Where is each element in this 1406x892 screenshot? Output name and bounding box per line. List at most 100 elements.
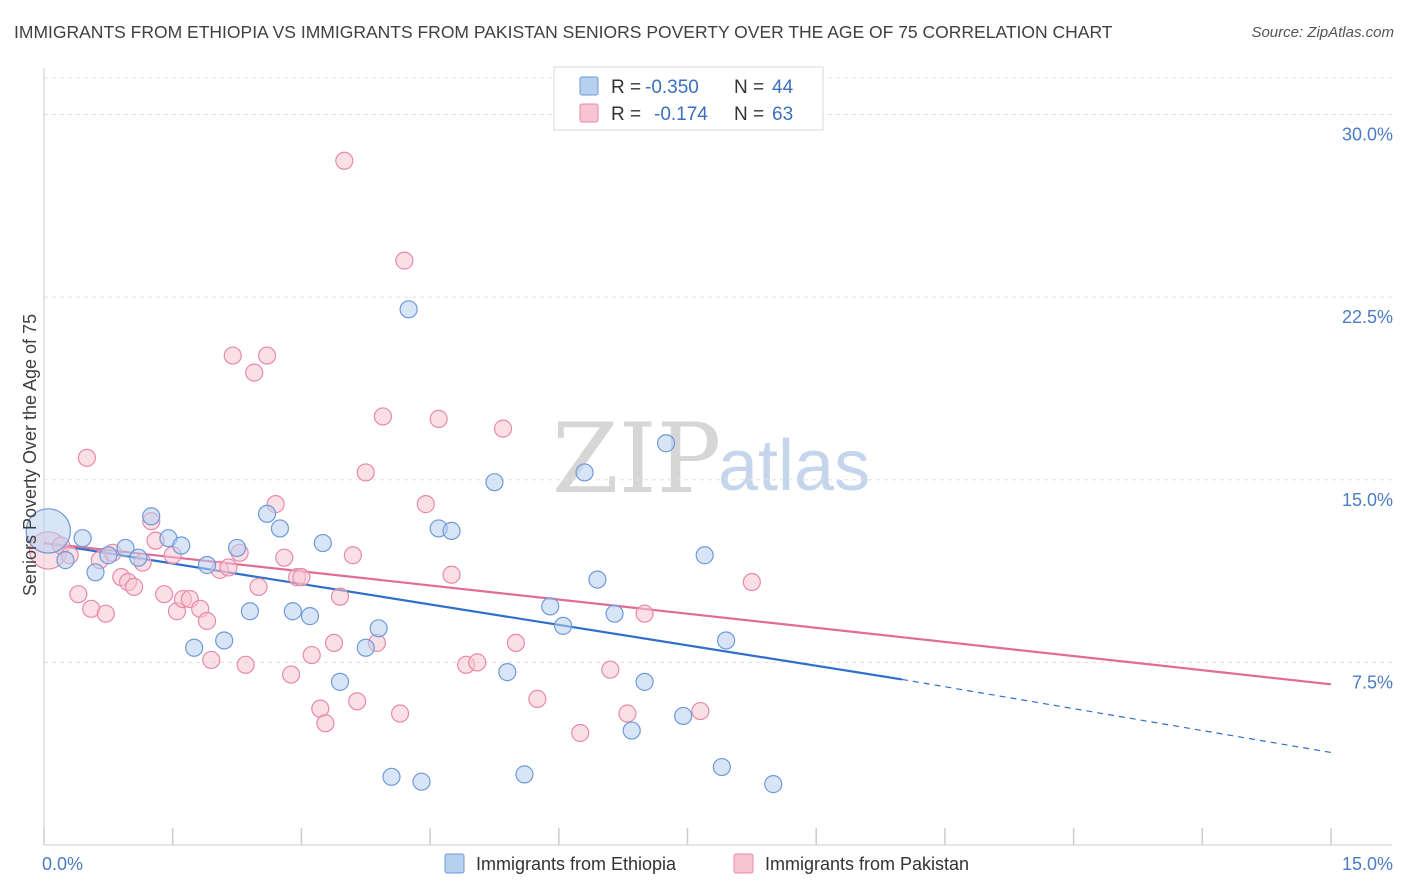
point-ethiopia-9 [172, 536, 191, 555]
point-pakistan-55 [506, 633, 526, 653]
point-ethiopia-22 [369, 619, 388, 638]
y-tick-label-0: 7.5% [1352, 672, 1393, 692]
point-pakistan-60 [635, 604, 654, 623]
point-ethiopia-17 [283, 602, 302, 621]
point-ethiopia-7 [142, 507, 161, 526]
point-pakistan-24 [219, 558, 238, 577]
point-pakistan-43 [348, 692, 367, 711]
point-ethiopia-15 [257, 504, 277, 523]
point-ethiopia-33 [575, 463, 594, 482]
trend-line-ethiopia-extension [901, 678, 1332, 754]
bottom-legend: Immigrants from Ethiopia Immigrants from… [444, 853, 969, 874]
point-pakistan-3 [69, 585, 88, 604]
point-pakistan-50 [429, 409, 448, 428]
y-tick-label-2: 22.5% [1342, 307, 1393, 327]
legend-n-value-pakistan: 63 [772, 104, 793, 125]
point-pakistan-21 [197, 611, 217, 631]
legend-n-value-ethiopia: 44 [772, 77, 794, 98]
point-pakistan-39 [324, 633, 344, 653]
point-pakistan-35 [292, 568, 311, 587]
legend-swatch-ethiopia [579, 76, 599, 96]
point-pakistan-11 [124, 577, 144, 596]
legend-swatch-pakistan [579, 103, 599, 123]
trend-line-pakistan [43, 541, 1332, 686]
chart-title: IMMIGRANTS FROM ETHIOPIA VS IMMIGRANTS F… [14, 22, 1113, 42]
bottom-legend-swatch-ethiopia [444, 853, 465, 874]
point-pakistan-28 [245, 363, 264, 382]
legend-r-label-ethiopia: R = [611, 77, 641, 98]
point-ethiopia-32 [553, 616, 573, 635]
legend-n-label-pakistan: N = [734, 104, 764, 125]
point-pakistan-29 [249, 577, 268, 596]
point-ethiopia-39 [674, 706, 693, 726]
point-pakistan-38 [316, 714, 335, 733]
watermark: ZIP atlas [552, 403, 870, 515]
point-ethiopia-30 [515, 765, 534, 784]
point-ethiopia-0 [25, 508, 71, 554]
point-pakistan-61 [691, 701, 710, 721]
point-ethiopia-34 [588, 570, 607, 589]
point-ethiopia-20 [330, 672, 350, 691]
point-ethiopia-19 [313, 533, 332, 553]
point-pakistan-33 [282, 665, 301, 684]
point-pakistan-27 [236, 655, 255, 674]
point-pakistan-40 [330, 587, 350, 606]
point-ethiopia-4 [99, 546, 118, 565]
point-ethiopia-42 [717, 631, 736, 650]
point-pakistan-22 [202, 650, 221, 670]
point-ethiopia-23 [382, 767, 401, 786]
point-ethiopia-11 [197, 555, 217, 575]
bottom-legend-label-pakistan: Immigrants from Pakistan [765, 854, 969, 874]
bottom-legend-swatch-pakistan [733, 853, 754, 874]
point-pakistan-53 [468, 653, 487, 672]
point-ethiopia-16 [270, 519, 290, 538]
point-ethiopia-40 [695, 546, 714, 565]
point-ethiopia-6 [129, 548, 148, 567]
point-ethiopia-12 [215, 631, 234, 650]
point-ethiopia-1 [56, 551, 75, 570]
point-pakistan-36 [302, 645, 321, 665]
point-ethiopia-38 [656, 434, 676, 453]
point-pakistan-44 [356, 463, 375, 482]
point-pakistan-41 [335, 151, 354, 170]
point-pakistan-62 [742, 572, 761, 592]
legend-r-value-ethiopia: -0.350 [645, 77, 699, 98]
bottom-legend-label-ethiopia: Immigrants from Ethiopia [476, 854, 677, 874]
point-pakistan-30 [257, 346, 277, 365]
point-ethiopia-43 [764, 775, 783, 794]
point-pakistan-47 [390, 704, 410, 723]
legend-r-value-pakistan: -0.174 [654, 104, 708, 125]
point-ethiopia-28 [485, 473, 504, 492]
point-pakistan-57 [571, 723, 590, 743]
point-pakistan-7 [96, 604, 115, 623]
point-pakistan-32 [275, 548, 294, 567]
point-ethiopia-31 [541, 597, 560, 616]
point-pakistan-46 [373, 407, 393, 426]
point-ethiopia-14 [240, 602, 260, 621]
point-pakistan-54 [493, 419, 513, 438]
axes [43, 68, 1392, 846]
point-ethiopia-10 [185, 638, 204, 657]
point-pakistan-59 [618, 704, 637, 723]
point-ethiopia-13 [227, 538, 247, 558]
point-ethiopia-24 [399, 300, 418, 319]
point-ethiopia-25 [412, 772, 431, 791]
y-tick-label-3: 30.0% [1342, 125, 1393, 145]
point-pakistan-51 [442, 565, 461, 584]
point-ethiopia-27 [442, 521, 461, 540]
source-credit: Source: ZipAtlas.com [1251, 24, 1394, 41]
legend-box [553, 66, 824, 131]
point-pakistan-4 [77, 448, 97, 467]
y-axis-label: Seniors Poverty Over the Age of 75 [20, 314, 40, 596]
point-ethiopia-3 [86, 563, 105, 582]
trend-lines [43, 541, 1332, 754]
x-tick-label-1: 15.0% [1342, 854, 1393, 874]
point-pakistan-15 [155, 585, 174, 604]
point-ethiopia-36 [622, 721, 641, 740]
point-ethiopia-29 [498, 663, 517, 682]
legend-n-label-ethiopia: N = [734, 77, 764, 98]
point-ethiopia-5 [116, 538, 135, 558]
legend: R = -0.350 N = 44 R = -0.174 N = 63 [553, 66, 824, 131]
data-points [25, 151, 783, 794]
